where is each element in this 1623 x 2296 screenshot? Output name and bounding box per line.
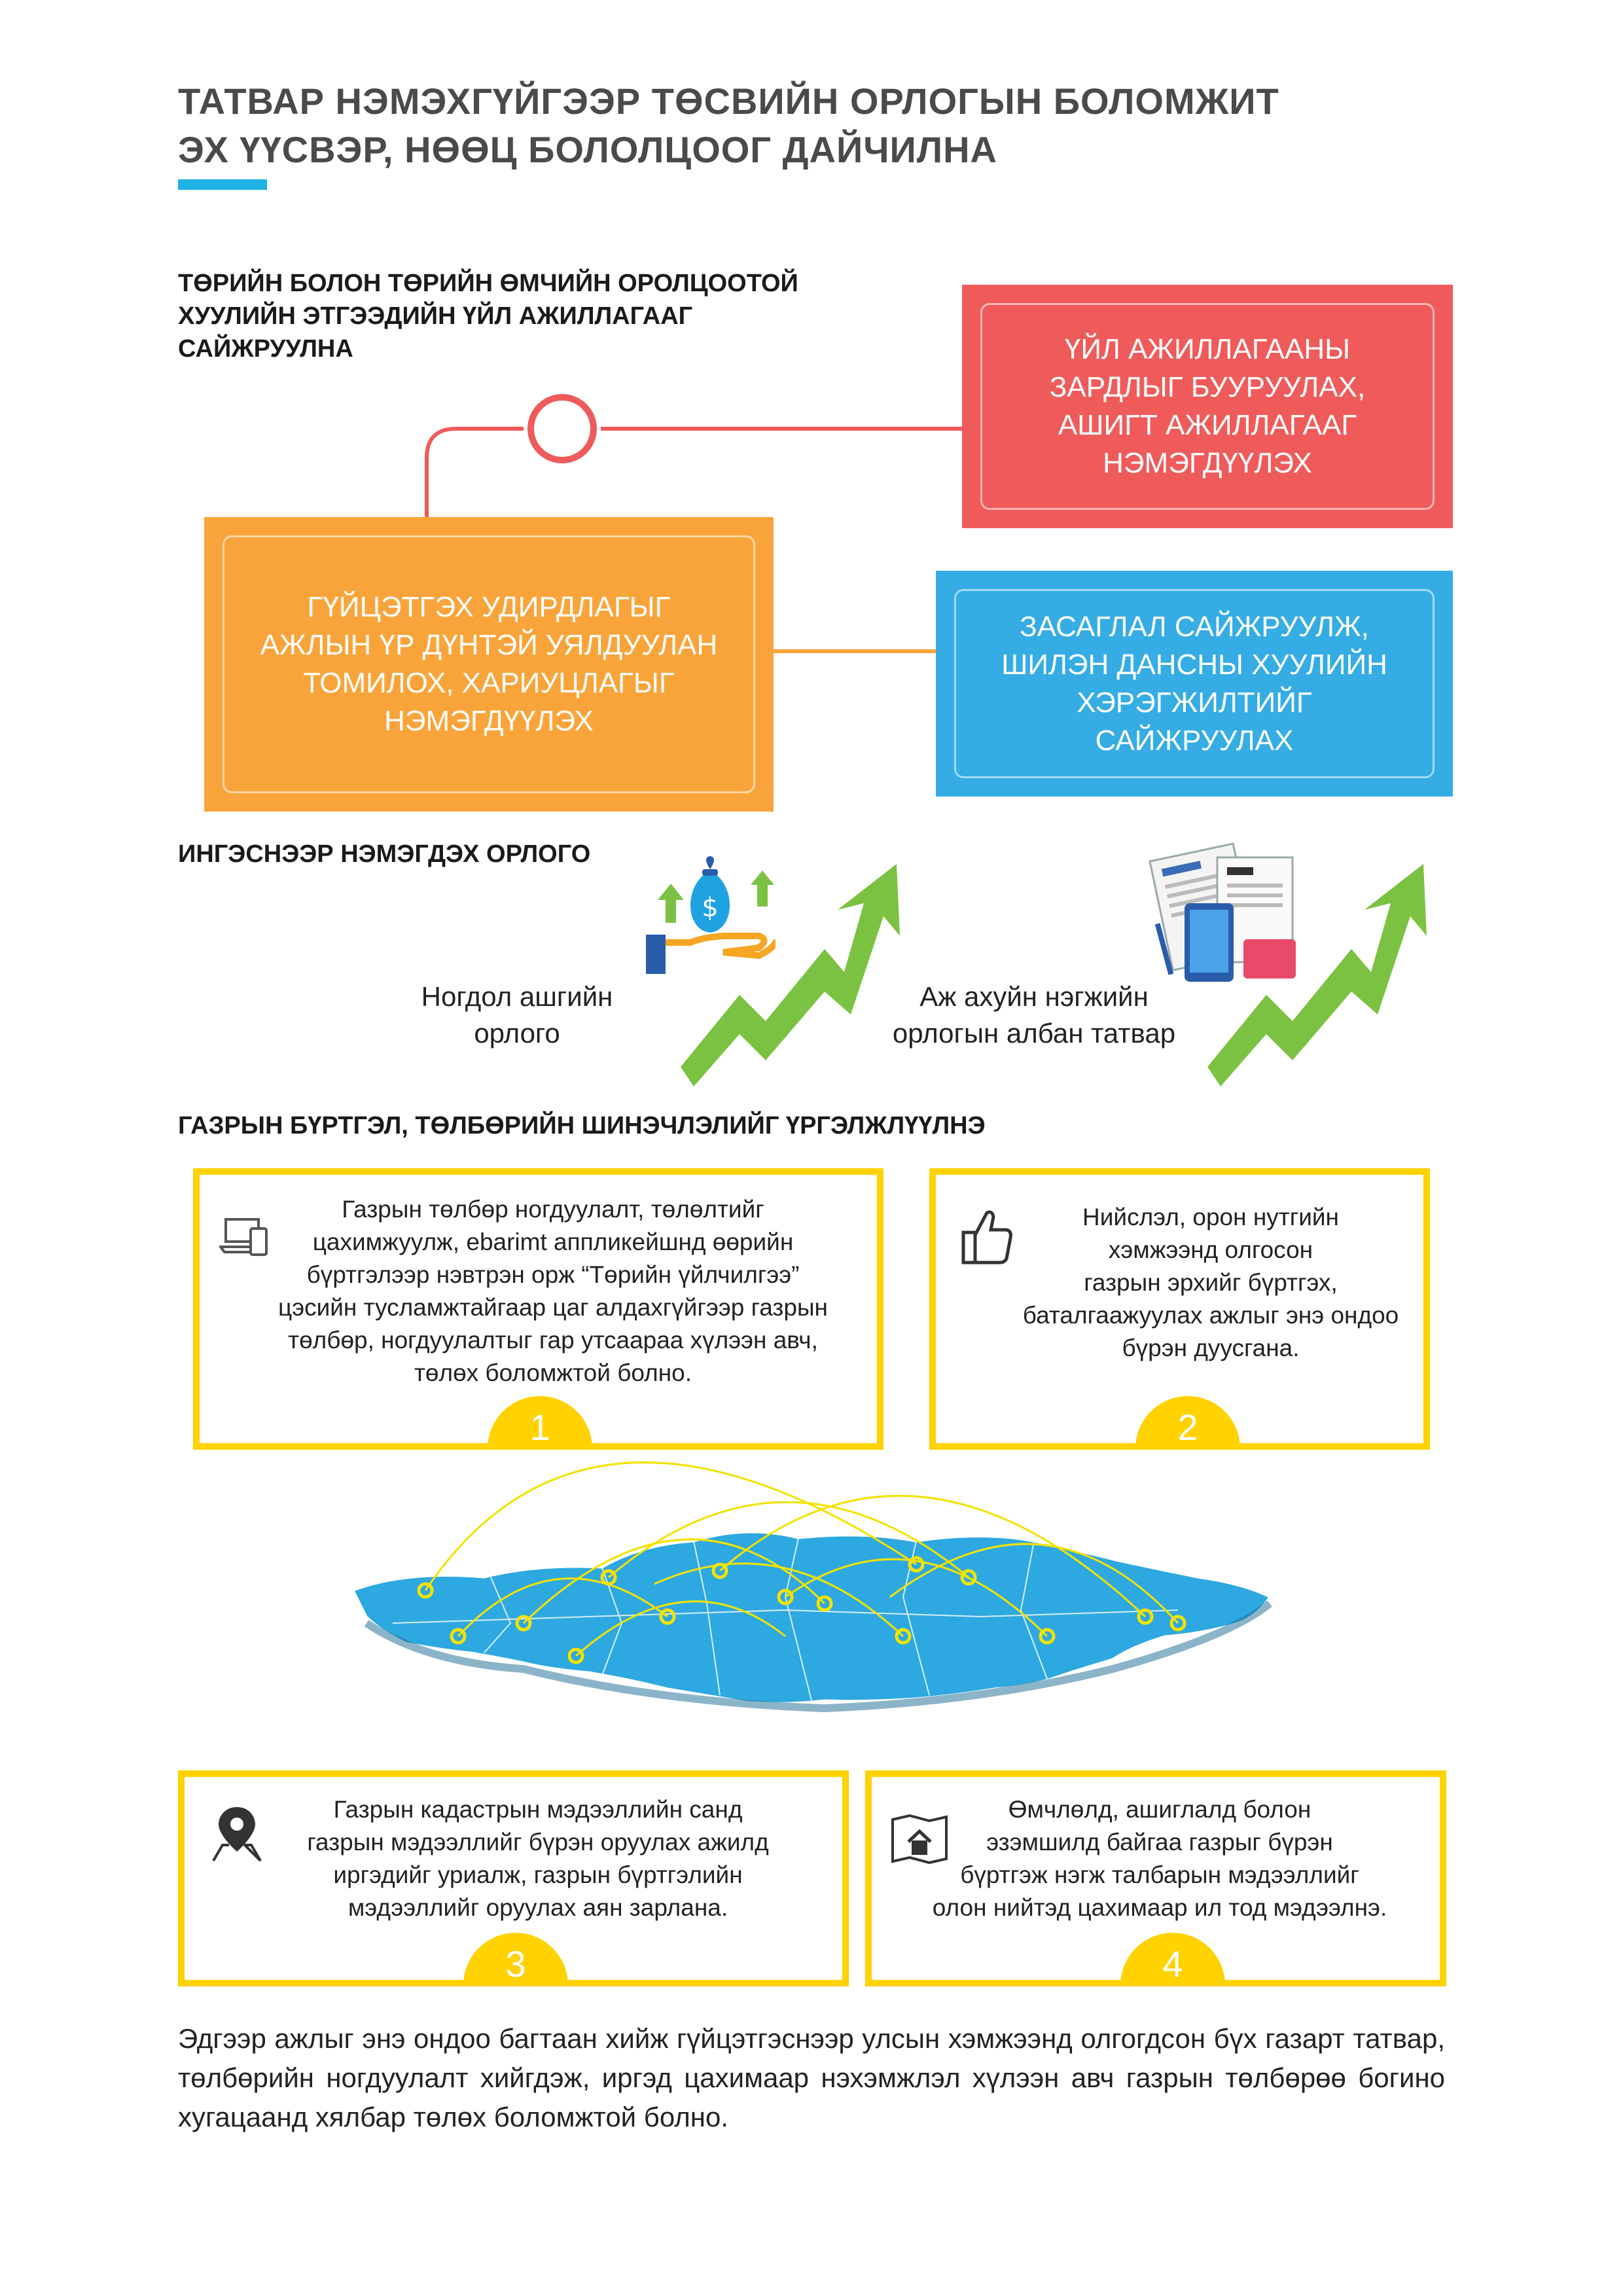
connector-node-icon bbox=[527, 394, 597, 463]
card-line: хэмжээнд олгосон bbox=[1108, 1236, 1313, 1263]
growth-arrow-icon bbox=[1207, 864, 1427, 1086]
card-line: баталгаажуулах ажлыг энэ ондоо bbox=[1022, 1302, 1399, 1329]
income-item-1: Ногдол ашгийн орлого bbox=[366, 978, 668, 1052]
box-line: ГҮЙЦЭТГЭХ УДИРДЛАГЫГ bbox=[307, 591, 671, 623]
card-line: Газрын төлбөр ногдуулалт, төлөлтийг bbox=[342, 1196, 764, 1223]
section1-heading-line: САЙЖРУУЛНА bbox=[178, 335, 353, 363]
income-item-line: орлогын албан татвар bbox=[892, 1018, 1176, 1049]
card-line: Өмчлөлд, ашиглалд болон bbox=[1008, 1796, 1311, 1823]
house-map-icon bbox=[891, 1814, 948, 1865]
box-line: ТОМИЛОХ, ХАРИУЦЛАГЫГ bbox=[303, 667, 675, 699]
section1-heading: ТӨРИЙН БОЛОН ТӨРИЙН ӨМЧИЙН ОРОЛЦООТОЙ ХУ… bbox=[178, 267, 898, 365]
page-title: ТАТВАР НЭМЭХГҮЙГЭЭР ТӨСВИЙН ОРЛОГЫН БОЛО… bbox=[178, 77, 1421, 174]
income-item-line: Аж ахуйн нэгжийн bbox=[919, 981, 1149, 1012]
card-line: Нийслэл, орон нутгийн bbox=[1082, 1204, 1339, 1230]
box-line: ЗАСАГЛАЛ САЙЖРУУЛЖ, bbox=[1020, 610, 1369, 643]
section1-heading-line: ТӨРИЙН БОЛОН ТӨРИЙН ӨМЧИЙН ОРОЛЦООТОЙ bbox=[178, 270, 798, 297]
card-line: олон нийтэд цахимаар ил тод мэдээлнэ. bbox=[932, 1894, 1387, 1921]
box-line: АЖЛЫН ҮР ДҮНТЭЙ УЯЛДУУЛАН bbox=[260, 629, 718, 661]
info-card-1: Газрын төлбөр ногдуулалт, төлөлтийг цахи… bbox=[193, 1168, 883, 1450]
box-line: ХЭРЭГЖИЛТИЙГ bbox=[1077, 686, 1312, 719]
card-2-text: Нийслэл, орон нутгийн хэмжээнд олгосон г… bbox=[1001, 1201, 1420, 1365]
documents-tablet-icon bbox=[1149, 842, 1296, 982]
box-line: НЭМЭГДҮҮЛЭХ bbox=[1103, 447, 1312, 479]
title-underline bbox=[178, 179, 267, 190]
section1-heading-line: ХУУЛИЙН ЭТГЭЭДИЙН ҮЙЛ АЖИЛЛАГААГ bbox=[178, 302, 693, 330]
income-item-2: Аж ахуйн нэгжийн орлогын албан татвар bbox=[851, 978, 1217, 1052]
card-number: 4 bbox=[1120, 1933, 1225, 1986]
box-line: САЙЖРУУЛАХ bbox=[1095, 724, 1294, 757]
card-number: 3 bbox=[463, 1933, 568, 1986]
thumbs-up-icon bbox=[961, 1210, 1012, 1265]
map-pin-icon bbox=[212, 1807, 262, 1862]
title-line-1: ТАТВАР НЭМЭХГҮЙГЭЭР ТӨСВИЙН ОРЛОГЫН БОЛО… bbox=[178, 81, 1279, 122]
card-line: иргэдийг уриалж, газрын бүртгэлийн bbox=[333, 1861, 743, 1888]
orange-goal-box: ГҮЙЦЭТГЭХ УДИРДЛАГЫГ АЖЛЫН ҮР ДҮНТЭЙ УЯЛ… bbox=[204, 517, 774, 812]
red-goal-box: ҮЙЛ АЖИЛЛАГААНЫ ЗАРДЛЫГ БУУРУУЛАХ, АШИГТ… bbox=[962, 285, 1453, 528]
card-1-text: Газрын төлбөр ногдуулалт, төлөлтийг цахи… bbox=[239, 1193, 867, 1390]
title-line-2: ЭХ ҮҮСВЭР, НӨӨЦ БОЛОЛЦООГ ДАЙЧИЛНА bbox=[178, 129, 997, 170]
info-card-2: Нийслэл, орон нутгийн хэмжээнд олгосон г… bbox=[929, 1168, 1430, 1450]
svg-text:$: $ bbox=[702, 893, 718, 923]
income-item-line: орлого bbox=[474, 1018, 560, 1049]
card-line: бүрэн дуусгана. bbox=[1122, 1335, 1300, 1361]
card-line: бүртгэлээр нэвтрэн орж “Төрийн үйлчилгээ… bbox=[306, 1261, 800, 1288]
card-line: төлбөр, ногдуулалтыг гар утсаараа хүлээн… bbox=[288, 1327, 818, 1354]
box-line: НЭМЭГДҮҮЛЭХ bbox=[384, 705, 594, 737]
card-line: эзэмшилд байгаа газрыг бүрэн bbox=[986, 1829, 1333, 1856]
box-line: ҮЙЛ АЖИЛЛАГААНЫ bbox=[1064, 333, 1351, 365]
card-line: цэсийн тусламжтайгаар цаг алдахгүйгээр г… bbox=[278, 1294, 828, 1321]
info-card-4: Өмчлөлд, ашиглалд болон эзэмшилд байгаа … bbox=[865, 1770, 1446, 1986]
footer-paragraph: Эдгээр ажлыг энэ ондоо багтаан хийж гүйц… bbox=[178, 2023, 1445, 2132]
box-line: ЗАРДЛЫГ БУУРУУЛАХ, bbox=[1049, 371, 1366, 403]
income-heading: ИНГЭСНЭЭР НЭМЭГДЭХ ОРЛОГО bbox=[178, 840, 591, 868]
info-card-3: Газрын кадастрын мэдээллийн санд газрын … bbox=[178, 1770, 849, 1986]
laptop-phone-icon bbox=[219, 1218, 268, 1256]
card-line: газрын мэдээллийг бүрэн оруулах ажилд bbox=[307, 1829, 769, 1856]
box-line: ШИЛЭН ДАНСНЫ ХУУЛИЙН bbox=[1001, 648, 1387, 681]
card-line: төлөх боломжтой болно. bbox=[414, 1359, 692, 1386]
box-line: АШИГТ АЖИЛЛАГААГ bbox=[1058, 409, 1357, 441]
card-line: мэдээллийг оруулах аян зарлана. bbox=[348, 1894, 728, 1921]
income-item-line: Ногдол ашгийн bbox=[421, 981, 613, 1012]
mongolia-map-icon bbox=[351, 1462, 1272, 1713]
money-bag-hand-icon: $ bbox=[646, 856, 776, 974]
card-line: газрын эрхийг бүртгэх, bbox=[1084, 1269, 1338, 1296]
blue-goal-box: ЗАСАГЛАЛ САЙЖРУУЛЖ, ШИЛЭН ДАНСНЫ ХУУЛИЙН… bbox=[936, 571, 1453, 797]
card-4-text: Өмчлөлд, ашиглалд болон эзэмшилд байгаа … bbox=[885, 1793, 1435, 1924]
card-line: бүртгэж нэгж талбарын мэдээллийг bbox=[960, 1861, 1359, 1888]
card-line: Газрын кадастрын мэдээллийн санд bbox=[333, 1796, 743, 1823]
card-3-text: Газрын кадастрын мэдээллийн санд газрын … bbox=[250, 1793, 826, 1924]
growth-arrow-icon bbox=[681, 864, 900, 1086]
connector-lines bbox=[425, 394, 962, 653]
card-line: цахимжуулж, ebarimt аппликейшнд өөрийн bbox=[312, 1229, 794, 1255]
section2-heading: ГАЗРЫН БҮРТГЭЛ, ТӨЛБӨРИЙН ШИНЭЧЛЭЛИЙГ ҮР… bbox=[178, 1112, 986, 1139]
